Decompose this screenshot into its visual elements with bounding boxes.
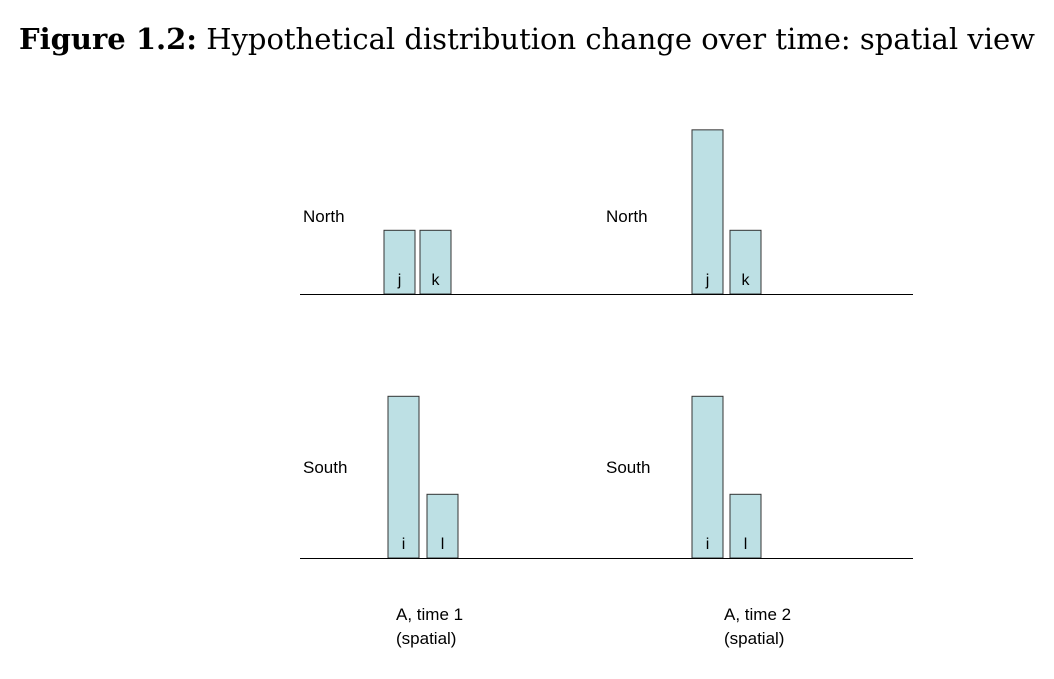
panel-south-time1: South i l xyxy=(300,395,612,559)
bar-label-l: l xyxy=(441,536,445,553)
panel-caption-time1-line1: A, time 1 xyxy=(396,605,463,624)
panel-caption-time2-line2: (spatial) xyxy=(724,629,784,648)
bar-k xyxy=(729,229,762,295)
region-label: North xyxy=(606,207,648,226)
bar-label-i: i xyxy=(402,536,406,553)
figure-title: Hypothetical distribution change over ti… xyxy=(206,22,1035,56)
panel-caption-time1-line2: (spatial) xyxy=(396,629,456,648)
region-label: South xyxy=(303,458,347,477)
bar-label-i: i xyxy=(706,536,710,553)
bar-label-k: k xyxy=(742,272,751,289)
bar-i xyxy=(691,395,724,559)
bar-label-l: l xyxy=(744,536,748,553)
bar-j xyxy=(691,129,724,295)
bar-label-j: j xyxy=(705,272,710,289)
figure-label: Figure 1.2: xyxy=(19,22,197,56)
panel-north-time1: North j k xyxy=(300,207,612,295)
panel-north-time2: North j k xyxy=(606,129,913,295)
panel-south-time2: South i l xyxy=(606,395,913,559)
region-label: North xyxy=(303,207,345,226)
bar-label-k: k xyxy=(432,272,441,289)
region-label: South xyxy=(606,458,650,477)
bar-k xyxy=(419,229,452,295)
figure-caption: Figure 1.2: Hypothetical distribution ch… xyxy=(0,22,1054,56)
bar-l xyxy=(426,493,459,559)
bar-label-j: j xyxy=(397,272,402,289)
panels-layer: North j k North j k South i l South i l xyxy=(300,129,913,559)
bar-i xyxy=(387,395,420,559)
panel-caption-time2-line1: A, time 2 xyxy=(724,605,791,624)
